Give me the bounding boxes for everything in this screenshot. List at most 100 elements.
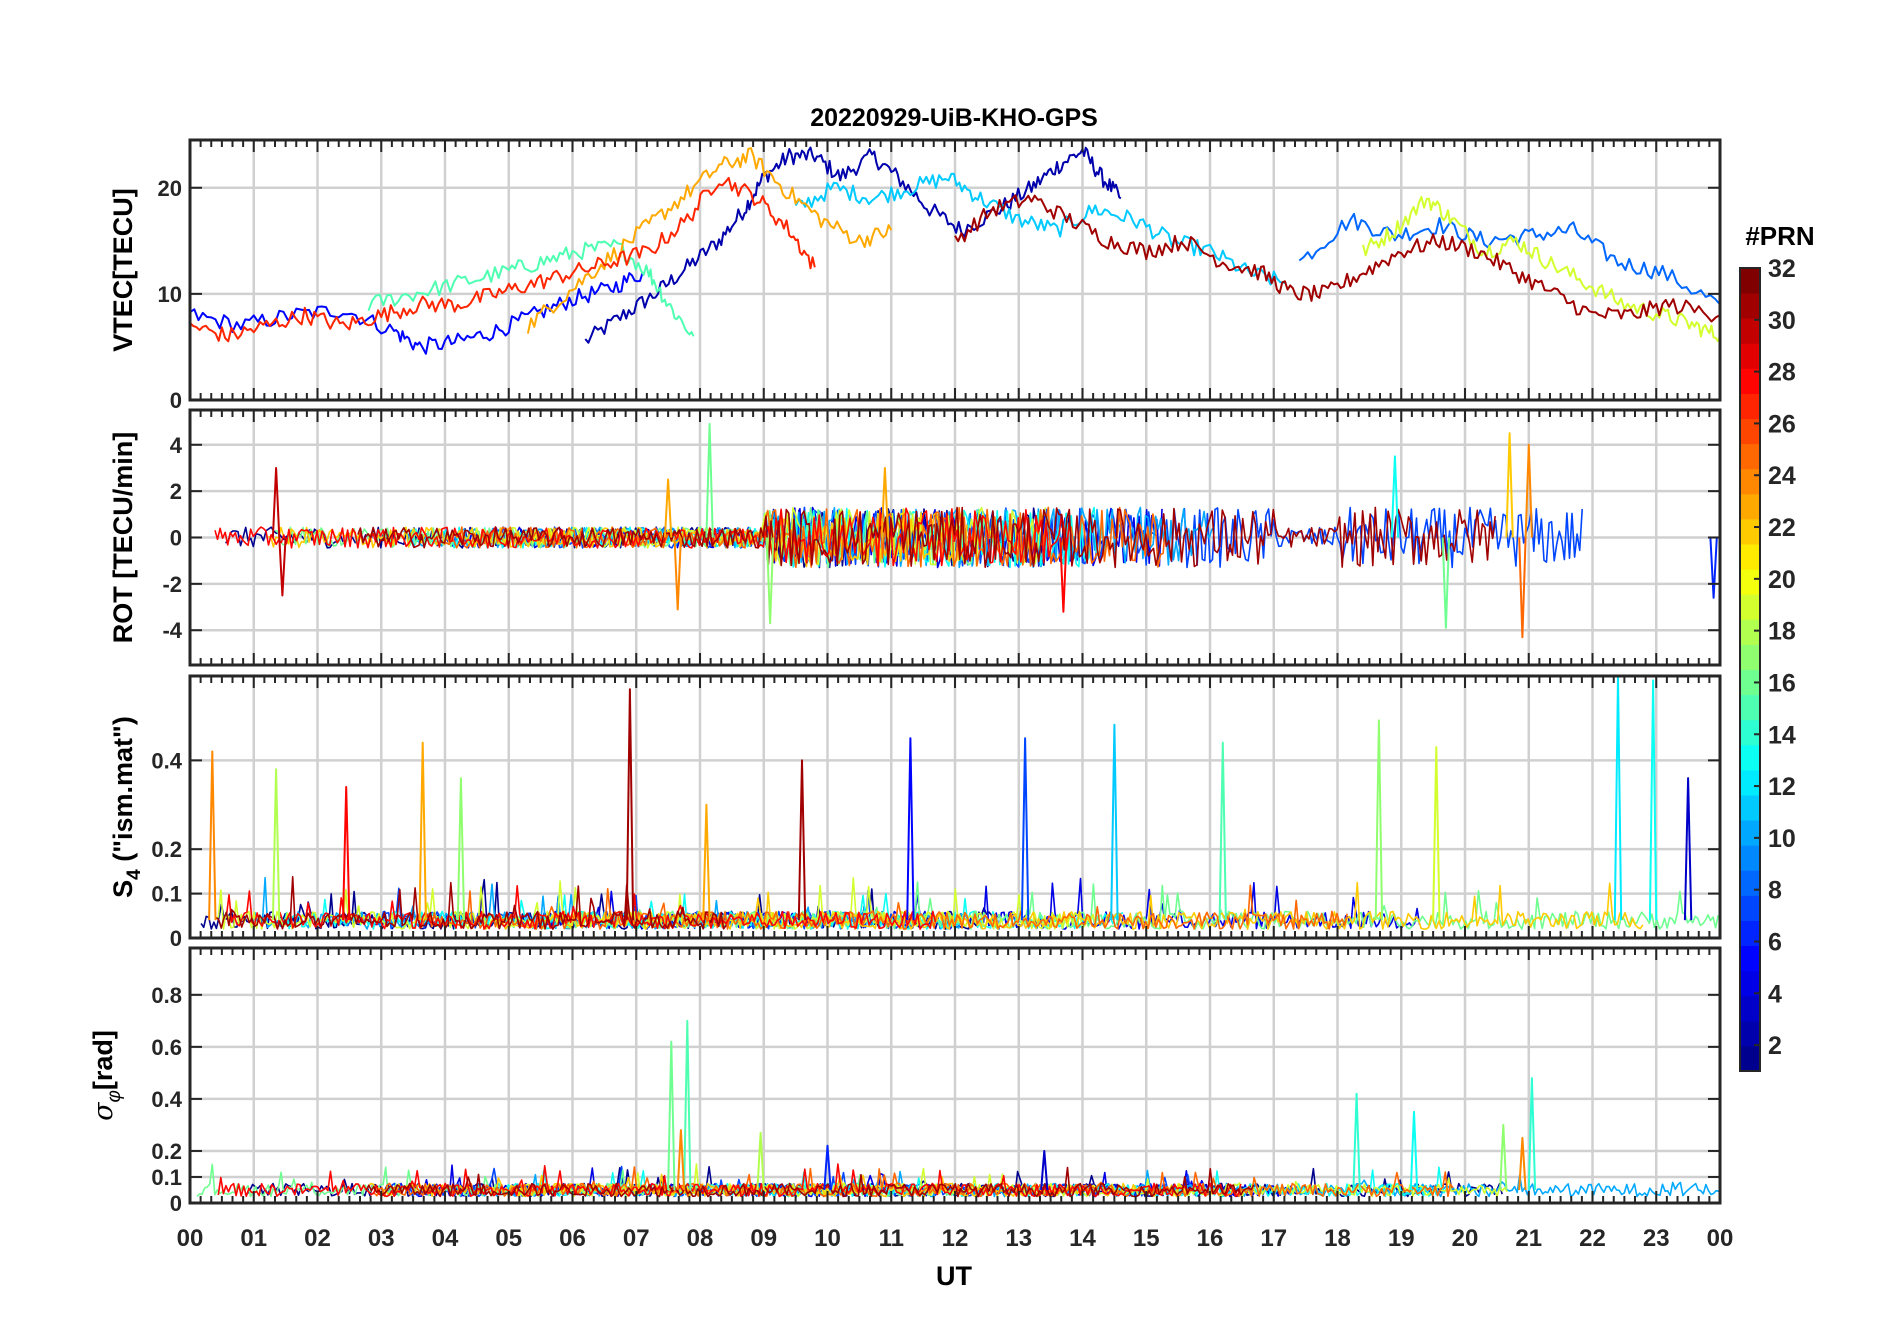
colorbar-segment bbox=[1740, 594, 1760, 620]
y-axis-label-sigma_phi: σφ[rad] bbox=[88, 1030, 125, 1121]
x-tick-label: 13 bbox=[1005, 1225, 1032, 1252]
data-vtec bbox=[190, 146, 1720, 355]
sigma_phi-spike bbox=[823, 1144, 832, 1191]
sigma_phi-spike bbox=[683, 1019, 692, 1191]
colorbar-segment bbox=[1740, 794, 1760, 821]
rot-trace-prn-31 bbox=[357, 506, 1496, 569]
y-tick-label: 0.1 bbox=[151, 882, 182, 907]
s4-trace-prn-25 bbox=[418, 884, 1348, 930]
s4-spike bbox=[1374, 719, 1384, 921]
colorbar-tick-label: 10 bbox=[1768, 825, 1796, 853]
s4-spike bbox=[625, 688, 635, 921]
colorbar-segment bbox=[1740, 945, 1760, 972]
colorbar-title: #PRN bbox=[1745, 221, 1814, 251]
rot-spike bbox=[1709, 537, 1718, 599]
colorbar-tick-label: 18 bbox=[1768, 618, 1796, 646]
s4-spike bbox=[208, 750, 217, 921]
rot-spike bbox=[1441, 537, 1451, 629]
x-tick-label: 00 bbox=[1707, 1225, 1734, 1252]
vtec-series-prn-23 bbox=[526, 147, 893, 334]
x-tick-label: 14 bbox=[1069, 1225, 1096, 1252]
colorbar-segment bbox=[1740, 518, 1760, 545]
x-tick-label: 16 bbox=[1197, 1225, 1224, 1252]
colorbar-segment bbox=[1740, 418, 1760, 445]
y-tick-label: 0.2 bbox=[151, 1139, 182, 1164]
x-tick-label: 05 bbox=[495, 1225, 522, 1252]
colorbar-segment bbox=[1740, 443, 1760, 470]
x-tick-label: 23 bbox=[1643, 1225, 1670, 1252]
x-axis-label: UT bbox=[936, 1261, 972, 1291]
y-tick-label: 0.8 bbox=[151, 983, 182, 1008]
y-tick-label: 0.4 bbox=[151, 1087, 182, 1112]
y-tick-label: 10 bbox=[158, 282, 182, 307]
s4-trace-prn-31 bbox=[215, 876, 727, 930]
colorbar-tick-label: 14 bbox=[1768, 721, 1796, 749]
s4-spike bbox=[1020, 737, 1030, 921]
colorbar-tick-label: 32 bbox=[1768, 255, 1796, 283]
vtec-series-prn-31 bbox=[954, 194, 1720, 323]
colorbar-segment bbox=[1740, 995, 1760, 1022]
colorbar-segment bbox=[1740, 719, 1760, 746]
colorbar-segment bbox=[1740, 268, 1760, 294]
rot-spike bbox=[1505, 432, 1514, 538]
y-axis-label-s4: S4 ("ism.mat") bbox=[108, 716, 145, 898]
s4-spike bbox=[1648, 679, 1658, 921]
x-tick-label: 01 bbox=[240, 1225, 267, 1252]
colorbar-tick-label: 6 bbox=[1768, 928, 1782, 956]
colorbar-segment bbox=[1740, 769, 1760, 796]
sigma_phi-spike bbox=[756, 1131, 765, 1191]
panel-s4: 0 0.1 0.2 0.4S4 ("ism.mat") bbox=[108, 674, 1722, 951]
colorbar-segment bbox=[1740, 493, 1760, 520]
x-tick-label: 19 bbox=[1388, 1225, 1415, 1252]
y-tick-label: 0.4 bbox=[151, 748, 182, 773]
y-tick-label: 2 bbox=[170, 479, 182, 504]
sigma_phi-spike bbox=[1352, 1092, 1361, 1191]
s4-spike bbox=[906, 737, 915, 921]
x-tick-label: 02 bbox=[304, 1225, 331, 1252]
colorbar-tick-label: 2 bbox=[1768, 1032, 1782, 1060]
rot-spike bbox=[673, 537, 682, 611]
rot-spike bbox=[1390, 455, 1400, 538]
x-tick-label: 22 bbox=[1579, 1225, 1606, 1252]
colorbar-segment bbox=[1740, 870, 1760, 896]
colorbar-segment bbox=[1740, 393, 1760, 420]
x-ticks bbox=[189, 948, 1721, 1204]
data-s4 bbox=[200, 676, 1719, 930]
colorbar-segment bbox=[1740, 619, 1760, 645]
x-tick-label: 18 bbox=[1324, 1225, 1351, 1252]
colorbar-segment bbox=[1740, 368, 1760, 394]
x-ticks bbox=[189, 676, 1721, 939]
s4-spike bbox=[797, 759, 807, 921]
colorbar-tick-label: 4 bbox=[1768, 980, 1782, 1008]
x-ticks bbox=[189, 140, 1721, 401]
panel-vtec: 0 10 20 VTEC[TECU] bbox=[108, 138, 1722, 413]
x-tick-label: 20 bbox=[1452, 1225, 1479, 1252]
colorbar-segment bbox=[1740, 544, 1760, 570]
vtec-series-prn-15 bbox=[367, 239, 695, 337]
colorbar-segment bbox=[1740, 920, 1760, 947]
rot-spike bbox=[1059, 537, 1068, 613]
y-axis-label-vtec: VTEC[TECU] bbox=[108, 188, 138, 352]
colorbar-segment bbox=[1740, 644, 1760, 670]
s4-spike bbox=[1432, 746, 1441, 921]
colorbar-segment bbox=[1740, 569, 1760, 595]
y-tick-label: 0 bbox=[170, 388, 182, 413]
rot-spike bbox=[278, 537, 287, 597]
y-tick-label: 0.6 bbox=[151, 1035, 182, 1060]
x-tick-label: 17 bbox=[1260, 1225, 1287, 1252]
y-tick-label: 0 bbox=[170, 926, 182, 951]
vtec-series-prn-8 bbox=[1298, 212, 1720, 306]
rot-spike bbox=[765, 537, 775, 625]
sigma_phi-spike bbox=[676, 1129, 686, 1191]
s4-spike bbox=[1110, 723, 1119, 921]
colorbar-tick-label: 28 bbox=[1768, 359, 1796, 387]
colorbar-tick-label: 12 bbox=[1768, 773, 1796, 801]
x-tick-label: 15 bbox=[1133, 1225, 1160, 1252]
x-tick-label: 08 bbox=[687, 1225, 714, 1252]
y-tick-label: 0 bbox=[170, 526, 182, 551]
colorbar-segment bbox=[1740, 1020, 1760, 1047]
s4-spike bbox=[456, 777, 466, 921]
colorbar-tick-label: 26 bbox=[1768, 410, 1796, 438]
